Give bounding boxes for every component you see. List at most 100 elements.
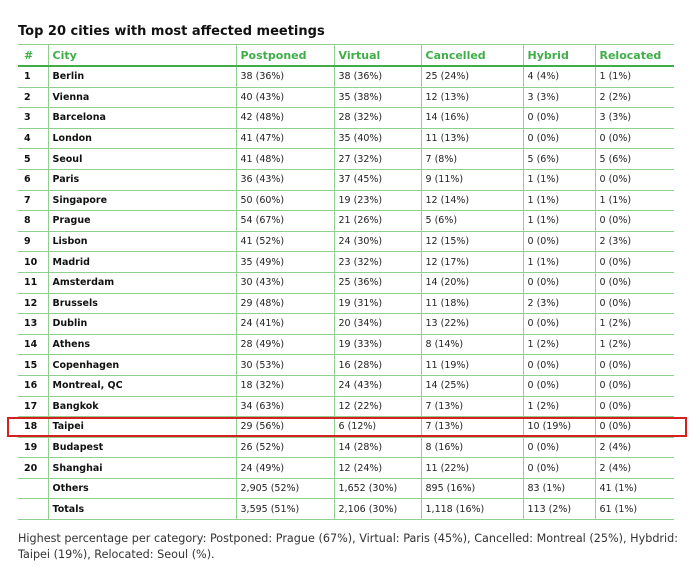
cell-hybrid: 1 (1%) [522, 210, 595, 232]
cell-postponed: 54 (67%) [235, 210, 334, 232]
cell-relocated: 0 (0%) [594, 210, 674, 232]
table-row: Others 2,905 (52%) 1,652 (30%) 895 (16%) 83 … [18, 478, 674, 500]
cell-postponed: 26 (52%) [235, 437, 334, 459]
col-header-relocated: Relocated [594, 44, 674, 67]
col-header-postponed: Postponed [235, 44, 334, 67]
cell-postponed: 2,905 (52%) [235, 478, 334, 500]
cell-virtual: 16 (28%) [333, 354, 421, 376]
cell-cancelled: 12 (13%) [420, 87, 523, 109]
cell-postponed: 40 (43%) [235, 87, 334, 109]
col-header-cancelled: Cancelled [420, 44, 523, 67]
cell-postponed: 34 (63%) [235, 396, 334, 418]
cell-hybrid: 0 (0%) [522, 354, 595, 376]
cell-hybrid: 0 (0%) [522, 313, 595, 335]
cell-hybrid: 3 (3%) [522, 87, 595, 109]
cell-rank: 11 [18, 272, 48, 294]
cell-relocated: 0 (0%) [594, 169, 674, 191]
cell-relocated: 61 (1%) [594, 498, 674, 521]
cell-relocated: 2 (2%) [594, 87, 674, 109]
cell-postponed: 41 (48%) [235, 148, 334, 170]
cell-relocated: 1 (2%) [594, 334, 674, 356]
cell-virtual: 23 (32%) [333, 251, 421, 273]
cell-cancelled: 11 (13%) [420, 128, 523, 150]
cell-postponed: 35 (49%) [235, 251, 334, 273]
cell-city: Shanghai [47, 457, 236, 479]
cell-virtual: 35 (38%) [333, 87, 421, 109]
cell-city: Prague [47, 210, 236, 232]
cell-city: Athens [47, 334, 236, 356]
table-row: 2 Vienna 40 (43%) 35 (38%) 12 (13%) 3 (3%) 2 (… [18, 87, 674, 109]
cell-cancelled: 14 (25%) [420, 375, 523, 397]
cell-rank [18, 498, 48, 521]
cell-rank: 2 [18, 87, 48, 109]
cell-cancelled: 11 (18%) [420, 293, 523, 315]
cell-relocated: 2 (4%) [594, 437, 674, 459]
table-row: 9 Lisbon 41 (52%) 24 (30%) 12 (15%) 0 (0%) 2 (… [18, 231, 674, 253]
cell-city: Lisbon [47, 231, 236, 253]
cell-cancelled: 12 (17%) [420, 251, 523, 273]
cell-hybrid: 83 (1%) [522, 478, 595, 500]
cell-city: Budapest [47, 437, 236, 459]
cell-postponed: 38 (36%) [235, 66, 334, 88]
cell-virtual: 27 (32%) [333, 148, 421, 170]
cell-relocated: 2 (4%) [594, 457, 674, 479]
cell-rank: 9 [18, 231, 48, 253]
table-row: 20 Shanghai 24 (49%) 12 (24%) 11 (22%) 0 (0%)… [18, 457, 674, 479]
cell-relocated: 0 (0%) [594, 251, 674, 273]
table-row: 17 Bangkok 34 (63%) 12 (22%) 7 (13%) 1 (2%) 0 … [18, 396, 674, 418]
cell-postponed: 24 (49%) [235, 457, 334, 479]
cell-postponed: 18 (32%) [235, 375, 334, 397]
cell-rank: 12 [18, 293, 48, 315]
table-row: 18 Taipei 29 (56%) 6 (12%) 7 (13%) 10 (19%) 0 … [18, 416, 674, 438]
cell-cancelled: 11 (22%) [420, 457, 523, 479]
header-row: # City Postponed Virtual Cancelled Hybri… [18, 44, 674, 67]
table-row: 8 Prague 54 (67%) 21 (26%) 5 (6%) 1 (1%) 0 (0%… [18, 210, 674, 232]
cell-postponed: 41 (47%) [235, 128, 334, 150]
cell-city: Totals [47, 498, 236, 521]
cell-hybrid: 0 (0%) [522, 107, 595, 129]
affected-meetings-table: # City Postponed Virtual Cancelled Hybri… [18, 44, 674, 521]
cell-cancelled: 12 (15%) [420, 231, 523, 253]
cell-virtual: 35 (40%) [333, 128, 421, 150]
cell-hybrid: 0 (0%) [522, 128, 595, 150]
cell-virtual: 19 (31%) [333, 293, 421, 315]
cell-rank: 5 [18, 148, 48, 170]
cell-rank: 16 [18, 375, 48, 397]
cell-virtual: 28 (32%) [333, 107, 421, 129]
cell-relocated: 3 (3%) [594, 107, 674, 129]
cell-relocated: 0 (0%) [594, 293, 674, 315]
cell-relocated: 1 (1%) [594, 190, 674, 212]
cell-city: Brussels [47, 293, 236, 315]
cell-hybrid: 113 (2%) [522, 498, 595, 521]
col-header-rank: # [18, 44, 48, 67]
cell-rank [18, 478, 48, 500]
cell-virtual: 6 (12%) [333, 416, 421, 438]
cell-city: Singapore [47, 190, 236, 212]
cell-virtual: 19 (33%) [333, 334, 421, 356]
cell-city: Bangkok [47, 396, 236, 418]
cell-postponed: 3,595 (51%) [235, 498, 334, 521]
cell-relocated: 5 (6%) [594, 148, 674, 170]
cell-relocated: 0 (0%) [594, 375, 674, 397]
cell-city: Berlin [47, 66, 236, 88]
cell-cancelled: 14 (20%) [420, 272, 523, 294]
cell-rank: 14 [18, 334, 48, 356]
cell-virtual: 24 (30%) [333, 231, 421, 253]
cell-virtual: 14 (28%) [333, 437, 421, 459]
cell-cancelled: 7 (13%) [420, 416, 523, 438]
cell-postponed: 30 (43%) [235, 272, 334, 294]
cell-cancelled: 11 (19%) [420, 354, 523, 376]
cell-rank: 8 [18, 210, 48, 232]
cell-cancelled: 7 (8%) [420, 148, 523, 170]
table-row: 7 Singapore 50 (60%) 19 (23%) 12 (14%) 1 (1%)… [18, 190, 674, 212]
cell-city: Vienna [47, 87, 236, 109]
table-row: 4 London 41 (47%) 35 (40%) 11 (13%) 0 (0%) 0 (… [18, 128, 674, 150]
cell-city: Dublin [47, 313, 236, 335]
cell-postponed: 29 (48%) [235, 293, 334, 315]
cell-hybrid: 1 (1%) [522, 251, 595, 273]
cell-relocated: 41 (1%) [594, 478, 674, 500]
cell-hybrid: 4 (4%) [522, 66, 595, 88]
table-title: Top 20 cities with most affected meeting… [18, 24, 325, 39]
cell-virtual: 2,106 (30%) [333, 498, 421, 521]
cell-city: Madrid [47, 251, 236, 273]
